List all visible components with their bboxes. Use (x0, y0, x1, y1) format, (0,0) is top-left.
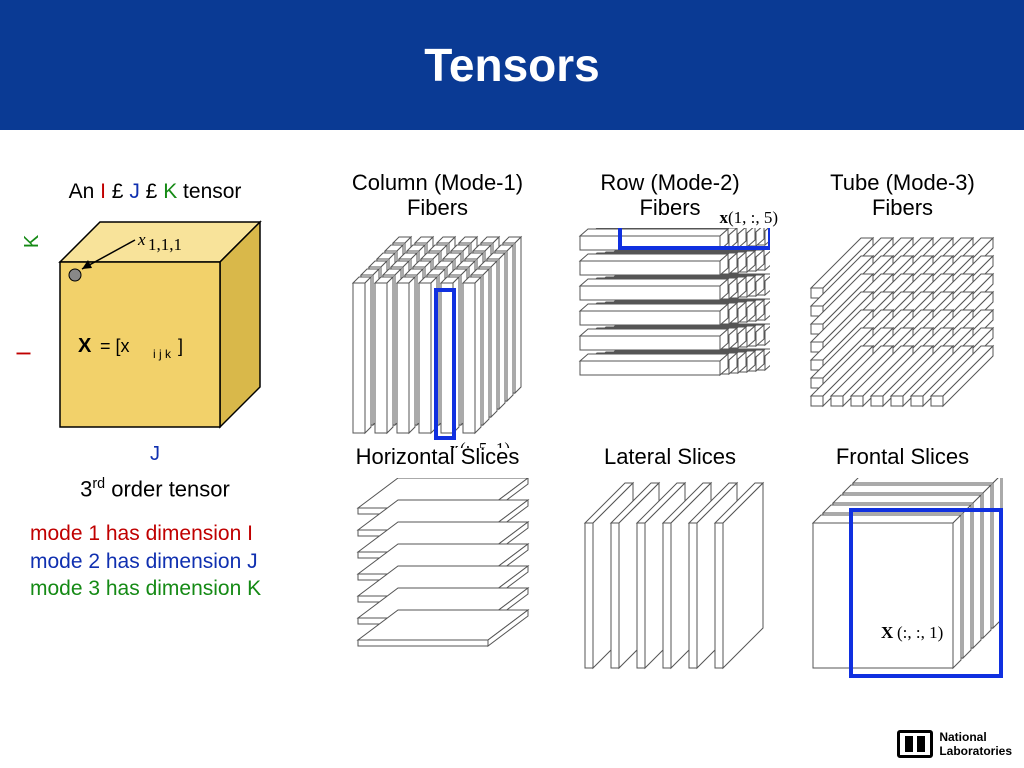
fiber-row: Column (Mode-1)Fibers x (:, 5, 1) Row (M… (330, 170, 1010, 428)
tube-fibers-fig (803, 228, 1003, 428)
axis-I-label: I (13, 351, 36, 357)
svg-text:X: X (78, 335, 92, 357)
times-1: £ (112, 180, 124, 203)
lateral-slices-cell: Lateral Slices (563, 444, 778, 678)
axis-K-label: K (21, 235, 44, 248)
row-fibers-fig: x(1, :, 5) (570, 228, 770, 428)
svg-text:(:, 5, 1): (:, 5, 1) (460, 439, 510, 448)
svg-text:1,1,1: 1,1,1 (148, 235, 182, 254)
row-annot: x(1, :, 5) (719, 208, 778, 228)
left-column: An I £ J £ K tensor K I J X = [x i j k ] (30, 180, 280, 602)
tensor-caption: An I £ J £ K tensor (30, 180, 280, 204)
column-fibers-label: Column (Mode-1)Fibers (330, 170, 545, 222)
axis-J-label: J (150, 443, 160, 466)
logo-mark-icon (897, 730, 933, 758)
slide-content: An I £ J £ K tensor K I J X = [x i j k ] (0, 130, 1024, 768)
caption-suffix: tensor (177, 180, 241, 203)
slice-row: Horizontal Slices Lateral Slices Frontal… (330, 444, 1010, 678)
times-2: £ (146, 180, 158, 203)
svg-text:x: x (137, 230, 146, 249)
logo-text: National Laboratories (939, 730, 1012, 758)
tube-fibers-label: Tube (Mode-3)Fibers (795, 170, 1010, 222)
tensor-cube: K I J X = [x i j k ] x 1,1,1 (40, 212, 270, 442)
mode-1-text: mode 1 has dimension I (30, 520, 280, 547)
column-fibers-fig: x (:, 5, 1) (338, 228, 538, 428)
dim-I: I (100, 180, 106, 203)
svg-text:X: X (881, 623, 894, 642)
slide-title: Tensors (424, 38, 600, 92)
frontal-slices-fig: X (:, :, 1) (803, 478, 1003, 678)
frontal-slices-label: Frontal Slices (795, 444, 1010, 470)
svg-text:i j k: i j k (153, 347, 172, 361)
lateral-slices-fig (570, 478, 770, 678)
frontal-slices-cell: Frontal Slices X (:, :, 1) (795, 444, 1010, 678)
dim-K: K (163, 180, 177, 203)
svg-text:(:, :, 1): (:, :, 1) (897, 623, 943, 642)
logo-line2: Laboratories (939, 744, 1012, 758)
caption-prefix: An (69, 180, 101, 203)
tube-fibers-cell: Tube (Mode-3)Fibers (795, 170, 1010, 428)
order-caption: 3rd order tensor (30, 476, 280, 502)
row-fibers-cell: Row (Mode-2)Fibers x(1, :, 5) (563, 170, 778, 428)
logo-line1: National (939, 730, 1012, 744)
svg-text:]: ] (178, 336, 183, 356)
mode-list: mode 1 has dimension I mode 2 has dimens… (30, 520, 280, 602)
svg-text:= [x: = [x (100, 336, 130, 356)
logo: National Laboratories (897, 730, 1012, 758)
mode-2-text: mode 2 has dimension J (30, 548, 280, 575)
cube-svg: X = [x i j k ] x 1,1,1 (40, 212, 270, 442)
horizontal-slices-fig (338, 478, 538, 678)
svg-text:x: x (450, 439, 459, 448)
column-fibers-cell: Column (Mode-1)Fibers x (:, 5, 1) (330, 170, 545, 428)
mode-3-text: mode 3 has dimension K (30, 575, 280, 602)
title-bar: Tensors (0, 0, 1024, 130)
horizontal-slices-cell: Horizontal Slices (330, 444, 545, 678)
figure-grid: Column (Mode-1)Fibers x (:, 5, 1) Row (M… (330, 170, 1010, 694)
dim-J: J (129, 180, 140, 203)
lateral-slices-label: Lateral Slices (563, 444, 778, 470)
